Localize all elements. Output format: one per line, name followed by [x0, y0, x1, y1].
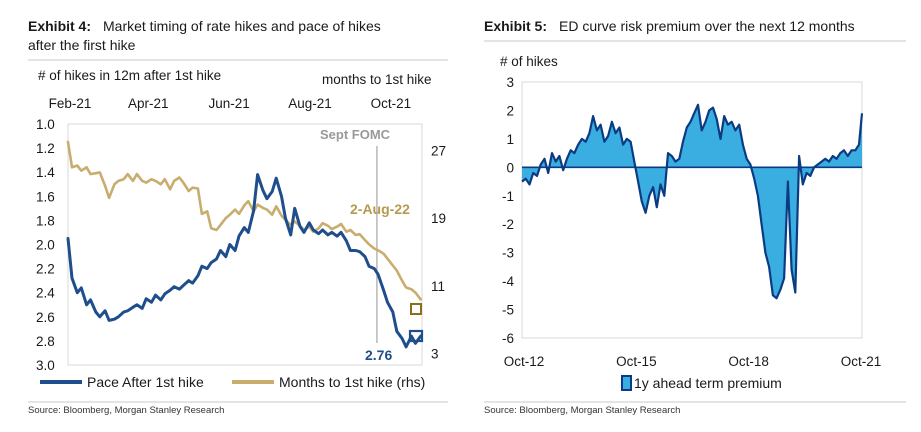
end-marker-pace [408, 329, 424, 343]
exhibit4-y-axis: 1.0 1.2 1.4 1.6 1.8 2.0 2.2 2.4 2.6 2.8 3.0 [36, 117, 55, 373]
y-tick-label: 1.6 [36, 189, 55, 204]
y-tick-label: 1.4 [36, 165, 55, 180]
y2-tick-label: 11 [431, 279, 445, 294]
series-line-months [66, 140, 422, 301]
x-tick-label: Feb-21 [49, 96, 92, 111]
y-tick-label: 1.2 [36, 141, 55, 156]
exhibit4-source: Source: Bloomberg, Morgan Stanley Resear… [28, 405, 224, 416]
exhibit4-series [66, 140, 423, 349]
end-label-months: 2-Aug-22 [350, 201, 410, 217]
y-tick-label: 0 [506, 160, 514, 175]
y-tick-label: -5 [502, 303, 514, 318]
x-tick-label: Oct-21 [371, 96, 412, 111]
exhibit4-panel: Exhibit 4: Market timing of rate hikes a… [28, 18, 448, 416]
x-tick-label: Oct-15 [616, 354, 657, 369]
legend-label: 1y ahead term premium [634, 375, 782, 391]
y-tick-label: 1 [506, 132, 514, 147]
exhibit5-x-axis: Oct-12 Oct-15 Oct-18 Oct-21 [504, 354, 882, 369]
legend-label: Months to 1st hike (rhs) [279, 374, 425, 390]
y-tick-label: 3 [506, 75, 514, 90]
x-tick-label: Jun-21 [208, 96, 249, 111]
exhibit5-panel: Exhibit 5: ED curve risk premium over th… [484, 18, 906, 416]
exhibit4-title-line1: Market timing of rate hikes and pace of … [103, 18, 381, 34]
y-tick-label: 1.0 [36, 117, 55, 132]
exhibit5-y-axis-title: # of hikes [500, 54, 558, 69]
y-tick-label: 1.8 [36, 213, 55, 228]
exhibit4-label: Exhibit 4: [28, 18, 91, 34]
end-label-pace: 2.76 [365, 347, 392, 363]
exhibit5-plot-frame [521, 81, 863, 339]
y-tick-label: 2 [506, 103, 514, 118]
y-tick-label: 2.0 [36, 238, 55, 253]
exhibit4-legend: Pace After 1st hike Months to 1st hike (r… [40, 374, 425, 390]
y-tick-label: 2.6 [36, 310, 55, 325]
x-tick-label: Oct-18 [728, 354, 769, 369]
area-fill-term-premium [522, 104, 862, 299]
y2-tick-label: 27 [431, 143, 446, 158]
y-tick-label: 2.4 [36, 286, 55, 301]
exhibit4-x-axis: Feb-21 Apr-21 Jun-21 Aug-21 Oct-21 [49, 96, 412, 111]
exhibit4-y2-axis: 27 19 11 3 [431, 143, 446, 361]
y-tick-label: -2 [502, 217, 514, 232]
x-tick-label: Apr-21 [128, 96, 169, 111]
sept-fomc-label: Sept FOMC [320, 127, 391, 142]
y-tick-label: -3 [502, 246, 514, 261]
exhibit5-y-axis: 3 2 1 0 -1 -2 -3 -4 -5 -6 [502, 75, 514, 346]
exhibit5-title: ED curve risk premium over the next 12 m… [559, 18, 855, 34]
y2-tick-label: 3 [431, 347, 439, 362]
exhibit5-legend: 1y ahead term premium [621, 375, 782, 391]
legend-label: Pace After 1st hike [87, 374, 204, 390]
exhibit5-source: Source: Bloomberg, Morgan Stanley Resear… [484, 405, 680, 416]
y-tick-label: -4 [502, 274, 514, 289]
x-tick-label: Aug-21 [288, 96, 332, 111]
legend-swatch [621, 375, 632, 391]
y-tick-label: 3.0 [36, 358, 55, 373]
y-tick-label: 2.8 [36, 334, 55, 349]
exhibit5-series [521, 103, 864, 300]
exhibit4-title-line2: after the first hike [28, 37, 136, 53]
exhibit5-label: Exhibit 5: [484, 18, 547, 34]
end-marker-months [410, 303, 422, 315]
y2-tick-label: 19 [431, 211, 446, 226]
y-tick-label: 2.2 [36, 262, 55, 277]
y-tick-label: -1 [502, 189, 514, 204]
series-line-pace [66, 173, 423, 349]
x-tick-label: Oct-21 [841, 354, 882, 369]
area-outline-term-premium [521, 103, 864, 300]
y-tick-label: -6 [502, 331, 514, 346]
exhibit4-left-axis-title: # of hikes in 12m after 1st hike [38, 68, 221, 83]
x-tick-label: Oct-12 [504, 354, 545, 369]
exhibit4-right-axis-title: months to 1st hike [322, 72, 432, 87]
